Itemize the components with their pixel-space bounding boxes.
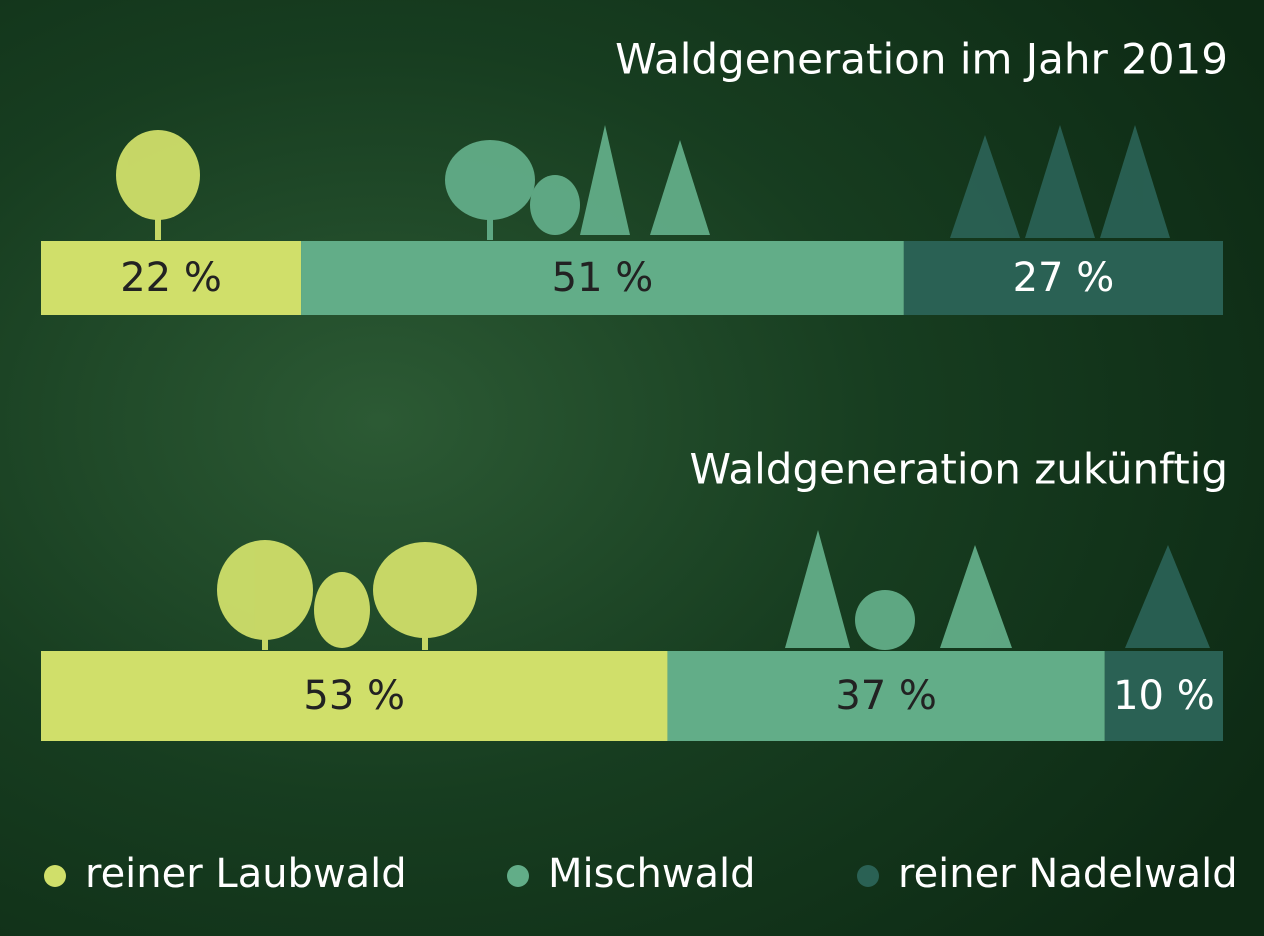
legend-marker	[857, 865, 879, 887]
tree-decoration	[116, 125, 1210, 650]
legend-label: Mischwald	[548, 851, 756, 897]
value-label: 53 %	[303, 673, 405, 719]
legend-label: reiner Laubwald	[85, 851, 407, 897]
bar-segment	[41, 241, 302, 315]
value-label: 51 %	[552, 255, 654, 301]
bar-segment	[301, 241, 904, 315]
legend-label: reiner Nadelwald	[898, 851, 1238, 897]
value-label: 37 %	[835, 673, 937, 719]
legend-marker	[507, 865, 529, 887]
bar-segment	[667, 651, 1105, 741]
value-label: 10 %	[1113, 673, 1215, 719]
bar-segment	[903, 241, 1223, 315]
bar-segment	[41, 651, 668, 741]
value-label: 27 %	[1013, 255, 1115, 301]
chart-title: Waldgeneration zukünftig	[690, 445, 1228, 494]
legend-marker	[44, 865, 66, 887]
chart-title: Waldgeneration im Jahr 2019	[615, 35, 1228, 84]
bar-segment	[1104, 651, 1223, 741]
value-label: 22 %	[120, 255, 222, 301]
